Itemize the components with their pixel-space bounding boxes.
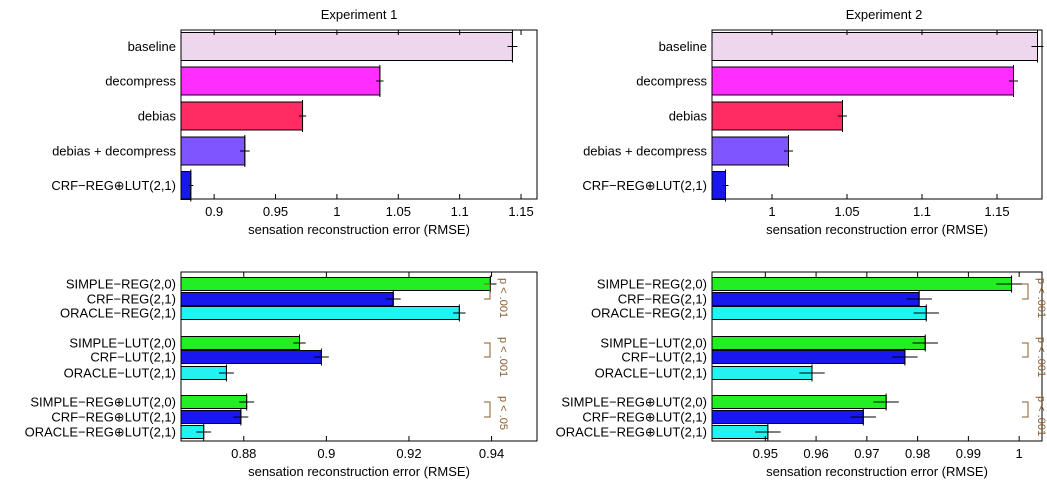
category-label: ORACLE−REG⊕LUT(2,1) bbox=[25, 425, 176, 440]
category-label: CRF−REG⊕LUT(2,1) bbox=[51, 178, 176, 193]
bar bbox=[711, 32, 1038, 61]
bar bbox=[180, 101, 304, 131]
category-label: baseline bbox=[128, 39, 176, 54]
category-label: CRF−LUT(2,1) bbox=[90, 350, 176, 365]
bar bbox=[711, 306, 927, 320]
category-label: CRF−REG⊕LUT(2,1) bbox=[582, 410, 707, 425]
x-tick-label: 1.15 bbox=[508, 204, 533, 219]
category-label: CRF−REG(2,1) bbox=[87, 292, 176, 307]
bar bbox=[711, 395, 887, 409]
bar bbox=[711, 101, 843, 131]
significance-bracket bbox=[484, 342, 491, 358]
significance-label: p < .001 bbox=[1035, 396, 1047, 436]
axes-frame bbox=[711, 29, 1043, 200]
x-tick-label: 0.94 bbox=[479, 446, 504, 461]
bar bbox=[711, 292, 920, 306]
exp1-top-panel: Experiment 1 baseline decompress debias debi… bbox=[51, 7, 538, 237]
bar bbox=[711, 277, 1013, 291]
category-label: debias + decompress bbox=[52, 144, 176, 159]
significance-bracket bbox=[1022, 401, 1029, 418]
bar bbox=[180, 410, 242, 424]
x-tick-label: 0.96 bbox=[803, 446, 828, 461]
category-label: decompress bbox=[636, 74, 707, 89]
category-label: ORACLE−REG(2,1) bbox=[60, 306, 176, 321]
category-label: SIMPLE−LUT(2,0) bbox=[69, 336, 176, 351]
chart-title: Experiment 2 bbox=[846, 7, 923, 22]
exp2-bottom-panel: SIMPLE−REG(2,0)CRF−REG(2,1)ORACLE−REG(2,… bbox=[556, 271, 1047, 479]
bar bbox=[180, 306, 460, 320]
x-axis-label: sensation reconstruction error (RMSE) bbox=[248, 222, 470, 237]
category-label: ORACLE−REG(2,1) bbox=[591, 306, 707, 321]
significance-bracket bbox=[1022, 283, 1029, 300]
significance-bracket bbox=[484, 283, 491, 300]
x-tick-label: 0.95 bbox=[263, 204, 288, 219]
x-tick-label: 1 bbox=[333, 204, 340, 219]
x-tick-label: 1.05 bbox=[386, 204, 411, 219]
bar bbox=[180, 136, 246, 166]
category-label: SIMPLE−REG⊕LUT(2,0) bbox=[30, 395, 176, 410]
bar bbox=[180, 277, 491, 291]
significance-bracket bbox=[1022, 342, 1029, 358]
bar bbox=[711, 366, 813, 380]
bar bbox=[180, 32, 513, 61]
category-label: CRF−REG(2,1) bbox=[618, 292, 707, 307]
significance-label: p < .001 bbox=[497, 337, 509, 377]
x-tick-label: 1.15 bbox=[984, 204, 1009, 219]
x-tick-label: 1.05 bbox=[834, 204, 859, 219]
bar bbox=[180, 336, 301, 350]
x-axis-label: sensation reconstruction error (RMSE) bbox=[248, 464, 470, 479]
category-label: SIMPLE−LUT(2,0) bbox=[600, 336, 707, 351]
category-label: debias bbox=[138, 109, 177, 124]
category-label: SIMPLE−REG(2,0) bbox=[66, 277, 176, 292]
category-label: SIMPLE−REG⊕LUT(2,0) bbox=[561, 395, 707, 410]
x-axis-label: sensation reconstruction error (RMSE) bbox=[766, 222, 988, 237]
bar bbox=[711, 410, 864, 424]
significance-label: p < .001 bbox=[497, 278, 509, 318]
x-tick-label: 0.99 bbox=[956, 446, 981, 461]
exp2-top-panel: Experiment 2 baseline decompress debias debi… bbox=[582, 7, 1044, 237]
x-tick-label: 1.1 bbox=[913, 204, 931, 219]
x-tick-label: 0.9 bbox=[205, 204, 223, 219]
category-label: SIMPLE−REG(2,0) bbox=[597, 277, 707, 292]
category-label: CRF−REG⊕LUT(2,1) bbox=[582, 178, 707, 193]
bar bbox=[711, 350, 906, 364]
x-tick-label: 0.98 bbox=[905, 446, 930, 461]
x-tick-label: 0.9 bbox=[317, 446, 335, 461]
bar bbox=[180, 395, 248, 409]
bar bbox=[180, 66, 381, 96]
axes-frame bbox=[180, 29, 538, 200]
x-tick-label: 0.95 bbox=[753, 446, 778, 461]
chart-title: Experiment 1 bbox=[321, 7, 398, 22]
bar bbox=[711, 336, 926, 350]
significance-label: p < .001 bbox=[1035, 337, 1047, 377]
category-label: ORACLE−LUT(2,1) bbox=[64, 366, 176, 381]
x-tick-label: 0.97 bbox=[854, 446, 879, 461]
significance-label: p < .05 bbox=[497, 396, 509, 430]
x-tick-label: 1 bbox=[768, 204, 775, 219]
category-label: debias bbox=[669, 109, 708, 124]
category-label: debias + decompress bbox=[583, 144, 707, 159]
category-label: CRF−REG⊕LUT(2,1) bbox=[51, 410, 176, 425]
category-label: ORACLE−LUT(2,1) bbox=[595, 366, 707, 381]
x-tick-label: 1 bbox=[1016, 446, 1023, 461]
category-label: baseline bbox=[659, 39, 707, 54]
bar bbox=[711, 66, 1014, 96]
x-tick-label: 0.88 bbox=[231, 446, 256, 461]
bar bbox=[711, 136, 789, 166]
significance-label: p < .001 bbox=[1035, 278, 1047, 318]
category-label: CRF−LUT(2,1) bbox=[621, 350, 707, 365]
bar bbox=[180, 350, 322, 364]
axes-frame bbox=[180, 271, 538, 442]
axes-frame bbox=[711, 271, 1043, 442]
category-label: ORACLE−REG⊕LUT(2,1) bbox=[556, 425, 707, 440]
significance-bracket bbox=[484, 401, 491, 418]
x-tick-label: 0.92 bbox=[396, 446, 421, 461]
bar bbox=[180, 292, 394, 306]
exp1-bottom-panel: SIMPLE−REG(2,0)CRF−REG(2,1)ORACLE−REG(2,… bbox=[25, 271, 538, 479]
x-tick-label: 1.1 bbox=[451, 204, 469, 219]
x-axis-label: sensation reconstruction error (RMSE) bbox=[766, 464, 988, 479]
category-label: decompress bbox=[105, 74, 176, 89]
